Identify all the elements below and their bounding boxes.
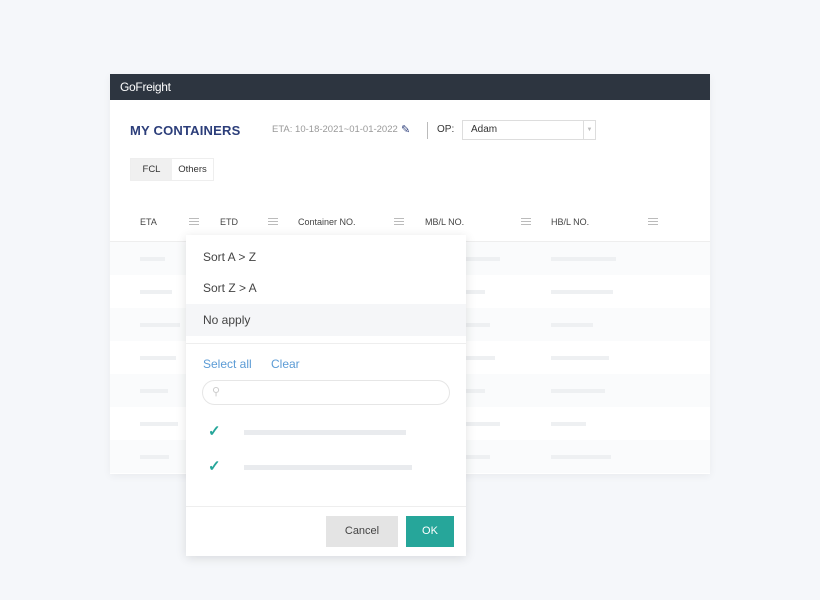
clear-link[interactable]: Clear — [271, 357, 300, 371]
chevron-down-icon: ▼ — [583, 121, 595, 139]
cell-placeholder — [551, 323, 593, 327]
cell-placeholder — [140, 257, 165, 261]
column-menu-icon[interactable] — [268, 218, 278, 225]
divider — [427, 122, 428, 139]
cell-placeholder — [551, 422, 586, 426]
column-menu-icon[interactable] — [648, 218, 658, 225]
op-select[interactable]: Adam ▼ — [462, 120, 596, 140]
divider — [186, 506, 466, 507]
cell-placeholder — [140, 455, 169, 459]
tab-others[interactable]: Others — [178, 164, 207, 175]
no-apply-option[interactable]: No apply — [186, 304, 466, 336]
column-header-hbl-no[interactable]: HB/L NO. — [551, 217, 590, 227]
op-label: OP: — [437, 124, 455, 135]
cell-placeholder — [551, 356, 609, 360]
filter-search-input[interactable]: ⚲ — [202, 380, 450, 405]
select-all-link[interactable]: Select all — [203, 357, 252, 371]
cell-placeholder — [551, 455, 611, 459]
column-menu-icon[interactable] — [189, 218, 199, 225]
cell-placeholder — [551, 257, 616, 261]
eta-filter-text: ETA: 10-18-2021~01-01-2022 — [272, 124, 398, 135]
cell-placeholder — [551, 389, 605, 393]
tab-fcl[interactable]: FCL — [131, 159, 172, 180]
divider — [186, 343, 466, 344]
cancel-button[interactable]: Cancel — [326, 516, 398, 547]
search-icon: ⚲ — [212, 386, 221, 398]
type-tabs: FCL Others — [130, 158, 214, 181]
sort-desc-option[interactable]: Sort Z > A — [203, 281, 257, 295]
op-value: Adam — [471, 124, 498, 135]
cell-placeholder — [140, 323, 180, 327]
column-menu-icon[interactable] — [521, 218, 531, 225]
column-filter-popup: Sort A > Z Sort Z > A No apply Select al… — [186, 235, 466, 556]
cell-placeholder — [140, 422, 178, 426]
column-header-mbl-no[interactable]: MB/L NO. — [425, 217, 465, 227]
filter-option-placeholder — [244, 465, 412, 470]
column-header-etd[interactable]: ETD — [220, 217, 238, 227]
column-header-container-no[interactable]: Container NO. — [298, 217, 356, 227]
filter-option-placeholder — [244, 430, 406, 435]
column-header-eta[interactable]: ETA — [140, 217, 157, 227]
ok-button[interactable]: OK — [406, 516, 454, 547]
cell-placeholder — [551, 290, 613, 294]
cell-placeholder — [140, 389, 168, 393]
column-menu-icon[interactable] — [394, 218, 404, 225]
check-icon[interactable]: ✓ — [208, 423, 221, 440]
page-title: MY CONTAINERS — [130, 123, 241, 138]
cell-placeholder — [140, 290, 172, 294]
check-icon[interactable]: ✓ — [208, 458, 221, 475]
cell-placeholder — [140, 356, 176, 360]
edit-pencil-icon[interactable]: ✎ — [401, 124, 411, 136]
app-logo: GoFreight — [110, 74, 710, 100]
sort-asc-option[interactable]: Sort A > Z — [203, 250, 257, 264]
